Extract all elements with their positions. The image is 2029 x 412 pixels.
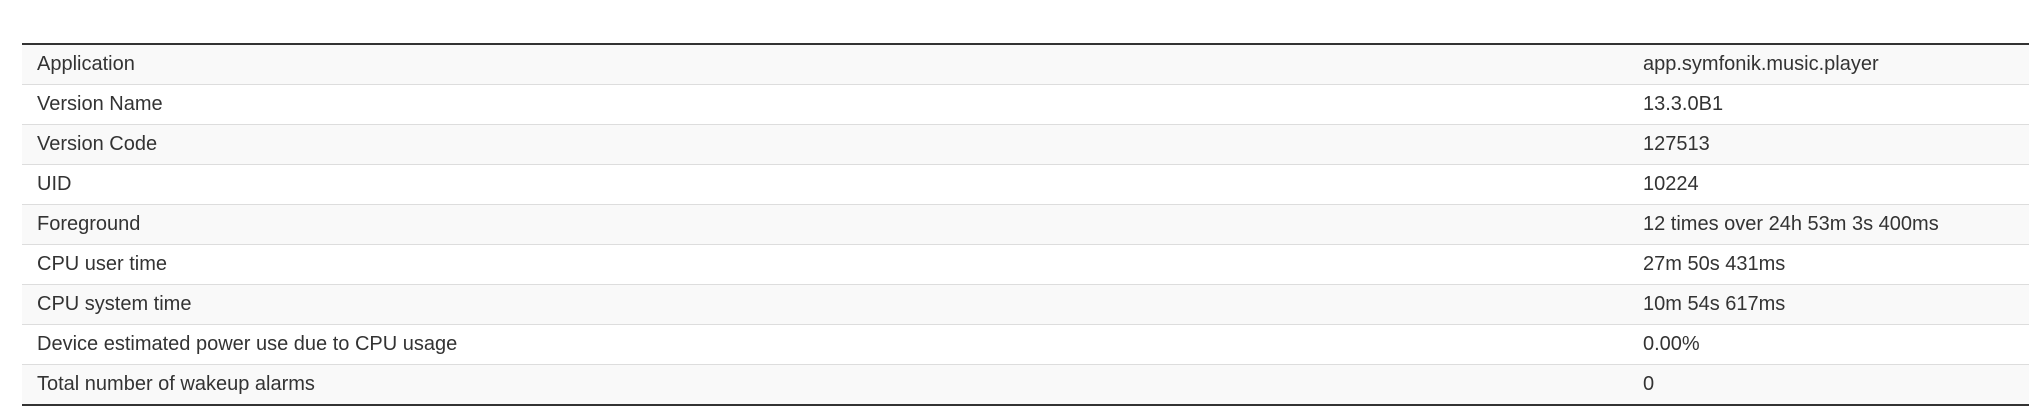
table-row: Application app.symfonik.music.player	[22, 44, 2029, 85]
table-row: Version Name 13.3.0B1	[22, 84, 2029, 125]
row-value: 0.00%	[1628, 324, 2029, 365]
row-label: Foreground	[22, 204, 1628, 245]
table-row: Version Code 127513	[22, 124, 2029, 165]
row-value: 13.3.0B1	[1628, 84, 2029, 125]
row-label: CPU system time	[22, 284, 1628, 325]
row-label: Total number of wakeup alarms	[22, 364, 1628, 405]
row-label: Version Name	[22, 84, 1628, 125]
row-value: 0	[1628, 364, 2029, 405]
table-row: UID 10224	[22, 164, 2029, 205]
row-label: Device estimated power use due to CPU us…	[22, 324, 1628, 365]
row-value: 10m 54s 617ms	[1628, 284, 2029, 325]
table-row: CPU system time 10m 54s 617ms	[22, 284, 2029, 325]
table-row: Foreground 12 times over 24h 53m 3s 400ms	[22, 204, 2029, 245]
row-value: 12 times over 24h 53m 3s 400ms	[1628, 204, 2029, 245]
row-value: 10224	[1628, 164, 2029, 205]
row-label: CPU user time	[22, 244, 1628, 285]
row-label: UID	[22, 164, 1628, 205]
row-value: 127513	[1628, 124, 2029, 165]
row-label: Application	[22, 44, 1628, 85]
table-row: CPU user time 27m 50s 431ms	[22, 244, 2029, 285]
row-value: app.symfonik.music.player	[1628, 44, 2029, 85]
table-row: Total number of wakeup alarms 0	[22, 364, 2029, 405]
app-info-table: Application app.symfonik.music.player Vers…	[22, 43, 2029, 406]
row-value: 27m 50s 431ms	[1628, 244, 2029, 285]
row-label: Version Code	[22, 124, 1628, 165]
table-row: Device estimated power use due to CPU us…	[22, 324, 2029, 365]
